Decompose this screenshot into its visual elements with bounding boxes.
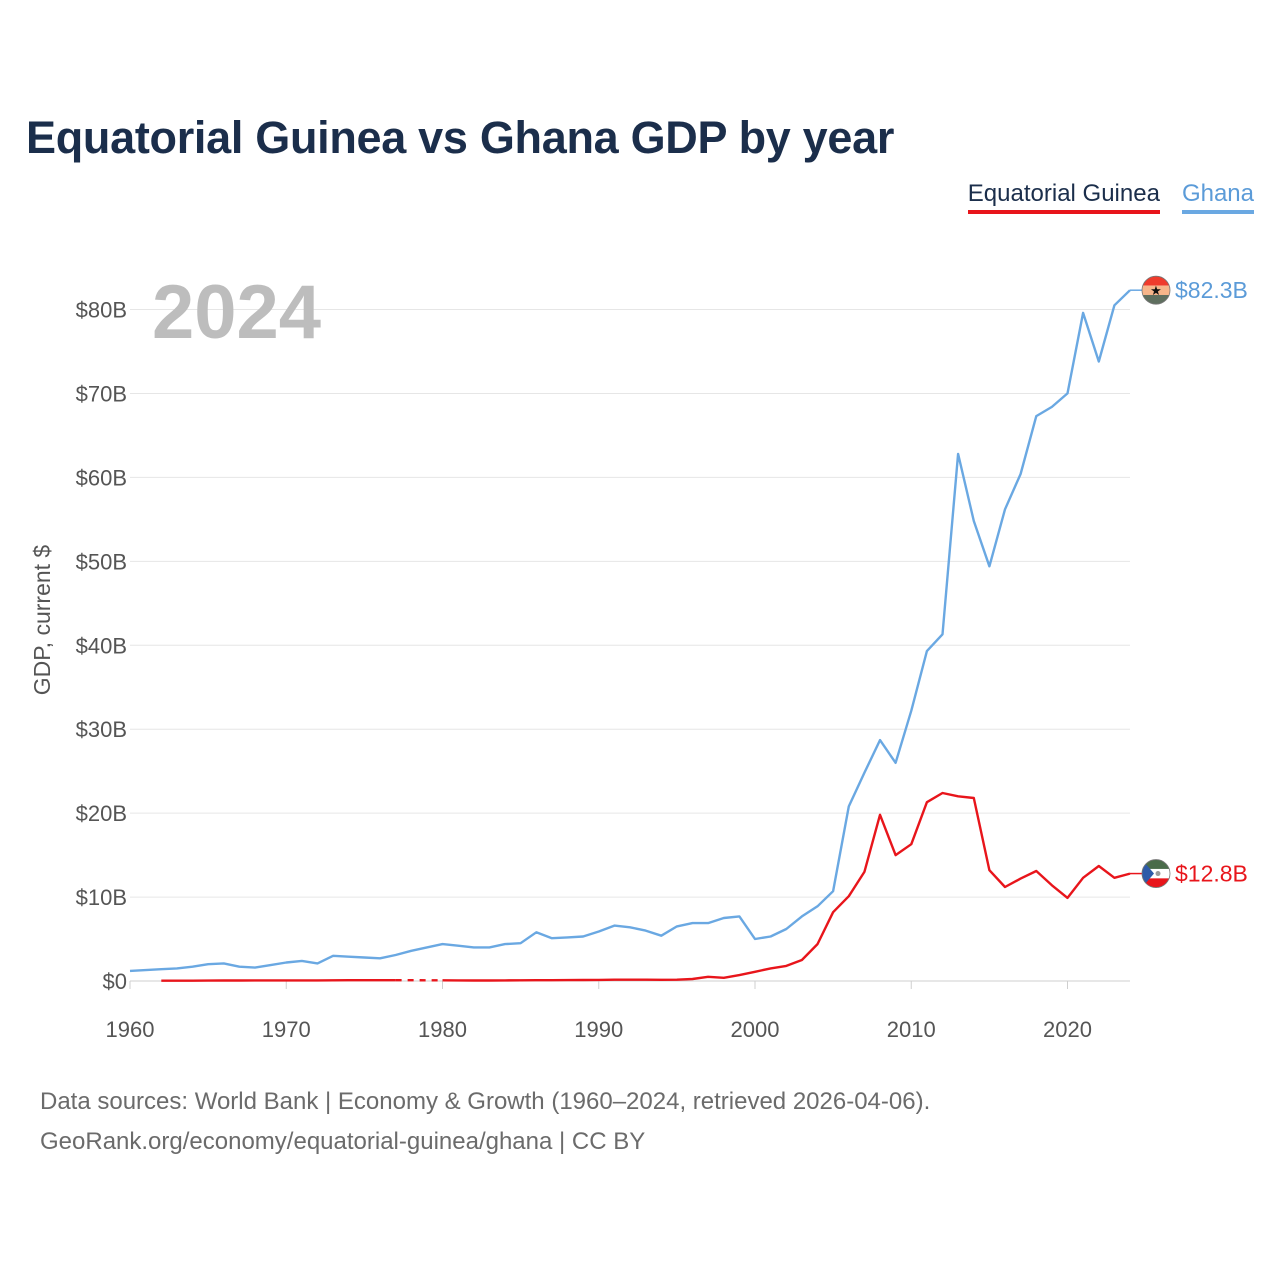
legend-item-equatorial-guinea[interactable]: Equatorial Guinea [967,180,1160,214]
source-url[interactable]: GeoRank.org/economy/equatorial-guinea/gh… [40,1128,646,1155]
chart-area: $0 $10B $20B $30B $40B $50B $60B $70B $80B 1960 19… [29,270,1248,1042]
x-tick-label: 2010 [887,1017,936,1042]
y-axis-label: GDP, current $ [29,545,55,696]
y-tick-label: $10B [76,885,127,910]
flag-equatorial-guinea-icon [1141,859,1171,888]
y-tick-label: $40B [76,633,127,658]
x-tick-label: 2000 [731,1017,780,1042]
y-tick-label: $80B [76,298,127,323]
end-value-label-ghana: $82.3B [1175,277,1248,303]
gridlines [130,309,1130,898]
end-value-label-equatorial-guinea: $12.8B [1175,861,1248,887]
end-markers: ★ $82.3B $12.8B [1130,275,1248,888]
data-source-note: Data sources: World Bank | Economy & Gro… [40,1088,931,1115]
y-tick-label: $0 [103,969,127,994]
x-tick-label: 1970 [262,1017,311,1042]
legend-item-ghana[interactable]: Ghana [1181,180,1254,214]
y-tick-label: $60B [76,465,127,490]
x-tick-label: 1980 [418,1017,467,1042]
series-line-ghana[interactable] [129,289,1131,973]
x-tick-label: 2020 [1043,1017,1092,1042]
svg-text:★: ★ [1150,284,1162,299]
chart-title: Equatorial Guinea vs Ghana GDP by year [26,112,895,163]
y-tick-label: $20B [76,801,127,826]
legend: Equatorial Guinea Ghana [967,180,1254,214]
series [129,289,1131,982]
series-line-equatorial-guinea[interactable] [161,979,396,982]
y-tick-label: $70B [76,381,127,406]
x-tick-label: 1990 [574,1017,623,1042]
flag-ghana-icon: ★ [1141,275,1171,305]
footer: Data sources: World Bank | Economy & Gro… [40,1082,930,1162]
y-tick-label: $50B [76,549,127,574]
year-watermark: 2024 [152,270,321,355]
y-tick-label: $30B [76,717,127,742]
x-tick-label: 1960 [106,1017,155,1042]
series-line-equatorial-guinea[interactable] [442,791,1131,982]
